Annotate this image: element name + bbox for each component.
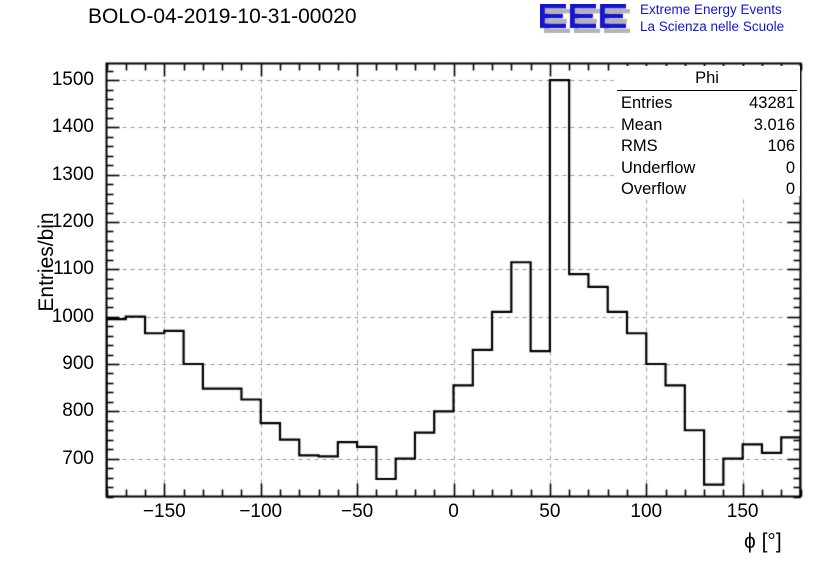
y-tick-label: 900 [62,352,94,374]
statistics-value: 106 [767,137,795,155]
x-tick-label: 50 [539,501,561,522]
statistics-row: Entries 43281 [615,93,799,115]
statistics-key: Underflow [621,158,696,177]
page-title: BOLO-04-2019-10-31-00020 [88,5,357,28]
x-tick-label: −50 [340,501,374,522]
statistics-box: Phi Entries 43281 Mean 3.016 RMS 106 Underflow… [614,66,800,198]
eee-logo-text: Extreme Energy Events La Scienza nelle S… [640,2,784,35]
x-tick-label: −100 [239,501,283,522]
statistics-row: RMS 106 [615,136,799,158]
y-tick-label: 1500 [51,69,94,91]
y-tick-label: 700 [62,447,94,469]
statistics-title: Phi [695,69,719,87]
x-tick-label: 150 [726,501,759,522]
statistics-key: Overflow [621,180,687,198]
statistics-key: Entries [621,94,673,112]
x-tick-label: 0 [448,501,459,522]
eee-logo-mark [540,4,632,36]
statistics-key: Mean [621,115,663,134]
statistics-value: 3.016 [753,115,795,134]
statistics-value: 0 [785,158,795,177]
y-tick-label: 800 [62,400,94,422]
y-tick-label: 1200 [51,211,94,233]
statistics-rows: Entries 43281 Mean 3.016 RMS 106 Underflow 0 Ove… [615,93,799,201]
statistics-row: Underflow 0 [615,158,799,180]
y-tick-label: 1100 [53,258,94,280]
statistics-value: 43281 [749,94,795,112]
x-tick-label: 100 [630,501,663,522]
y-tick-label: 1000 [51,305,94,327]
y-tick-label: 1300 [51,163,94,185]
x-tick-label: −150 [142,501,186,522]
statistics-row: Mean 3.016 [615,115,799,137]
statistics-value: 0 [785,180,795,198]
statistics-row: Overflow 0 [615,179,799,201]
x-axis-title: ϕ [°] [744,530,782,553]
statistics-key: RMS [621,137,658,155]
statistics-divider [617,90,797,91]
eee-logo-line1: Extreme Energy Events [640,2,782,17]
eee-logo: Extreme Energy Events La Scienza nelle S… [540,2,836,38]
eee-logo-line2: La Scienza nelle Scuole [640,18,785,34]
y-tick-label: 1400 [51,116,94,138]
